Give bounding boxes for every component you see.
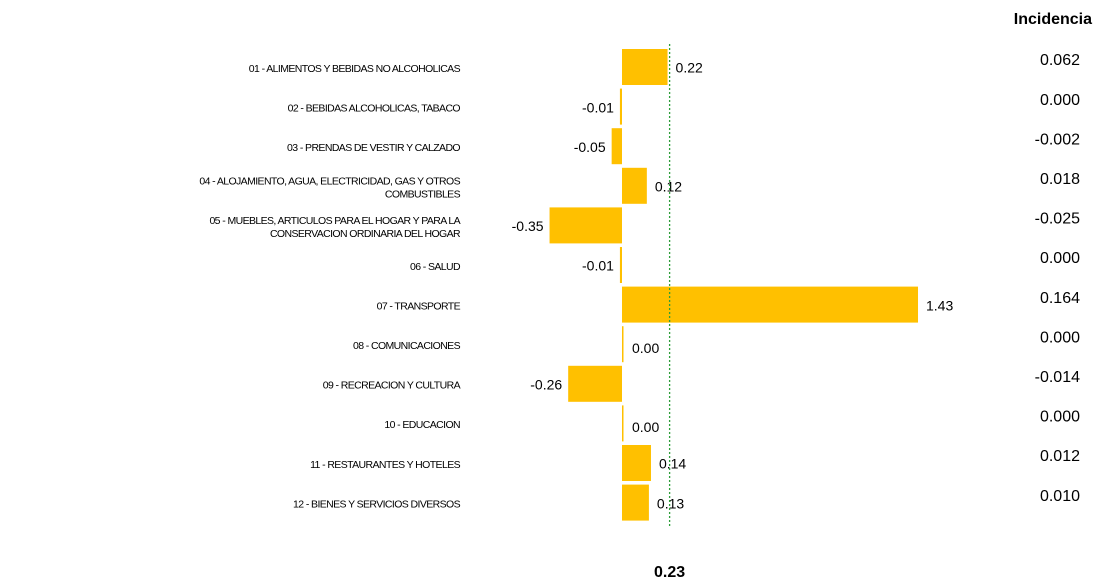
incidencia-value: -0.025	[1035, 211, 1080, 228]
value-label: 0.14	[659, 456, 686, 472]
bar	[622, 167, 647, 204]
category-label: 04 - ALOJAMIENTO, AGUA, ELECTRICIDAD, GA…	[199, 175, 460, 200]
category-label: 01 - ALIMENTOS Y BEBIDAS NO ALCOHOLICAS	[249, 63, 461, 75]
incidencia-value: 0.018	[1040, 171, 1080, 188]
category-label: 02 - BEBIDAS ALCOHOLICAS, TABACO	[288, 102, 461, 114]
value-label: 0.00	[632, 340, 659, 356]
incidencia-value: 0.000	[1040, 409, 1080, 426]
value-label: 0.12	[655, 179, 682, 195]
bar	[568, 365, 622, 402]
incidencia-value: -0.002	[1035, 131, 1080, 148]
category-label: 11 - RESTAURANTES Y HOTELES	[310, 459, 460, 471]
value-label: 1.43	[926, 297, 953, 313]
incidencia-value: 0.062	[1040, 52, 1080, 69]
category-label: 05 - MUEBLES, ARTICULOS PARA EL HOGAR Y …	[209, 215, 461, 240]
value-label: -0.01	[582, 99, 614, 115]
value-label: -0.01	[582, 258, 614, 274]
bar	[622, 405, 624, 442]
incidencia-value: 0.012	[1040, 448, 1080, 465]
value-label: -0.05	[574, 139, 606, 155]
value-label: 0.22	[676, 60, 703, 76]
value-label: 0.13	[657, 495, 684, 511]
value-label: 0.00	[632, 419, 659, 435]
reference-label: 0.23	[654, 564, 685, 581]
category-label: 09 - RECREACION Y CULTURA	[323, 380, 461, 392]
bar	[619, 247, 622, 283]
category-label: 08 - COMUNICACIONES	[353, 340, 461, 352]
value-label: -0.35	[512, 218, 544, 234]
incidencia-title: Incidencia	[1014, 11, 1092, 28]
category-label: 07 - TRANSPORTE	[377, 300, 461, 312]
bar	[622, 484, 649, 521]
bar	[622, 326, 624, 363]
category-label: 03 - PRENDAS DE VESTIR Y CALZADO	[287, 142, 460, 154]
incidencia-value: 0.164	[1040, 290, 1080, 307]
category-label: 06 - SALUD	[410, 261, 461, 273]
bar	[549, 207, 622, 244]
value-label: -0.26	[530, 377, 562, 393]
incidencia-value: 0.000	[1040, 250, 1080, 267]
incidencia-value: 0.000	[1040, 92, 1080, 109]
bar	[611, 128, 622, 165]
bar	[622, 286, 919, 323]
category-label: 12 - BIENES Y SERVICIOS DIVERSOS	[293, 498, 461, 510]
incidencia-value: -0.014	[1035, 369, 1080, 386]
bar	[622, 49, 668, 85]
category-label: 10 - EDUCACION	[384, 419, 460, 431]
incidencia-value: 0.010	[1040, 488, 1080, 505]
bar	[619, 88, 622, 125]
bar	[622, 445, 651, 481]
incidencia-value: 0.000	[1040, 329, 1080, 346]
